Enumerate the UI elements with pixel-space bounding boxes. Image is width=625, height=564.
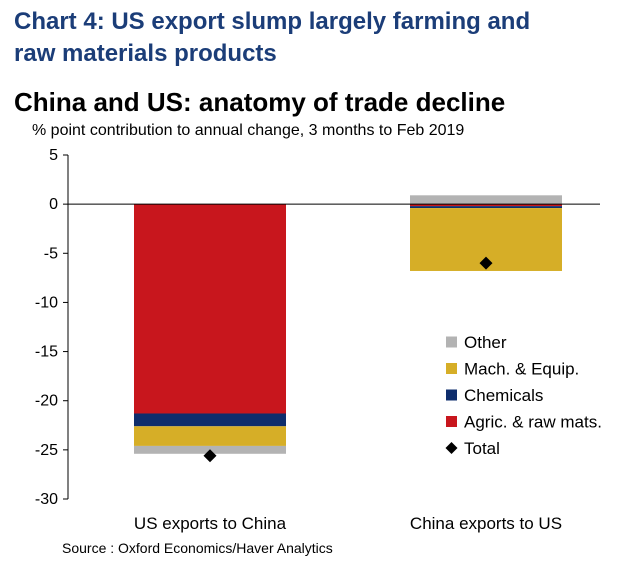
- total-marker-1: [203, 449, 217, 463]
- y-tick-label: -15: [35, 344, 58, 361]
- bar-chemicals-2: [410, 206, 562, 209]
- bar-chemicals-1: [134, 413, 286, 427]
- source-note: Source : Oxford Economics/Haver Analytic…: [62, 540, 333, 556]
- y-tick-label: 0: [49, 196, 58, 213]
- y-tick-label: -10: [35, 294, 58, 311]
- total-marker-2: [479, 256, 493, 270]
- legend-label: Mach. & Equip.: [464, 360, 579, 379]
- chart-subtitle: % point contribution to annual change, 3…: [32, 122, 465, 139]
- legend-swatch: [446, 336, 457, 348]
- page-title-line-2: raw materials products: [14, 40, 277, 67]
- bar-other-2: [410, 195, 562, 205]
- page-title-line-1: Chart 4: US export slump largely farming…: [14, 8, 531, 35]
- bar-agric-raw-mats-1: [134, 204, 286, 414]
- legend-swatch: [446, 416, 457, 427]
- legend-label: Chemicals: [464, 386, 543, 405]
- y-tick-label: -5: [44, 245, 58, 262]
- chart-title: China and US: anatomy of trade decline: [14, 87, 506, 117]
- bar-mach-equip-1: [134, 426, 286, 446]
- y-tick-label: 5: [49, 147, 58, 164]
- x-category-label: US exports to China: [134, 514, 287, 533]
- legend-swatch: [446, 389, 457, 401]
- y-tick-label: -30: [35, 491, 58, 508]
- legend-swatch: [446, 363, 457, 374]
- x-category-label: China exports to US: [410, 514, 562, 533]
- y-tick-label: -20: [35, 393, 58, 410]
- y-tick-label: -25: [35, 442, 58, 459]
- legend-label: Agric. & raw mats.: [464, 413, 602, 432]
- bar-agric-raw-mats-2: [410, 204, 562, 207]
- page-title: Chart 4: US export slump largely farming…: [14, 6, 614, 70]
- legend-label: Total: [464, 439, 500, 458]
- legend-label: Other: [464, 333, 507, 352]
- legend-total-icon: [445, 442, 458, 454]
